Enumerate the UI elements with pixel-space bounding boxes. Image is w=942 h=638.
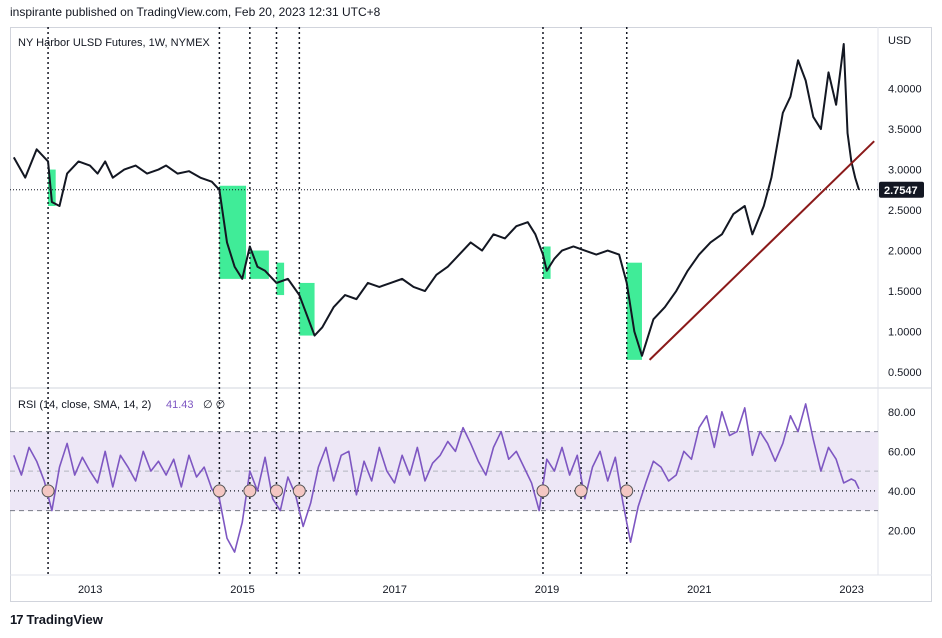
rsi-series-line[interactable] [13, 403, 860, 553]
highlight-box-1[interactable] [219, 185, 247, 279]
price-axis-tick-3: 2.0000 [888, 246, 922, 258]
tradingview-brand[interactable]: 17 TradingView [10, 612, 103, 627]
price-axis-tick-5: 3.0000 [888, 165, 922, 177]
price-axis-tick-0: 0.5000 [888, 367, 922, 379]
publish-info: inspirante published on TradingView.com,… [10, 5, 381, 19]
rsi-marker-0[interactable] [41, 484, 55, 498]
price-legend-title: NY Harbor ULSD Futures, 1W, NYMEX [18, 37, 210, 49]
tradingview-logo-icon: 17 [10, 612, 24, 627]
rsi-axis-tick-2: 60.00 [888, 446, 916, 458]
rsi-axis-tick-0: 20.00 [888, 525, 916, 537]
price-axis-tick-7: 4.0000 [888, 84, 922, 96]
trendline[interactable] [648, 140, 875, 361]
last-price-badge [879, 181, 924, 198]
last-price-label: 2.7547 [884, 185, 918, 197]
rsi-axis-tick-1: 40.00 [888, 486, 916, 498]
time-axis-tick-3: 2019 [535, 584, 559, 596]
rsi-marker-2[interactable] [243, 484, 257, 498]
chart-frame [10, 27, 932, 602]
time-axis-tick-0: 2013 [78, 584, 102, 596]
time-axis-tick-2: 2017 [383, 584, 407, 596]
price-axis-tick-1: 1.0000 [888, 327, 922, 339]
price-series-line[interactable] [12, 43, 860, 357]
rsi-marker-4[interactable] [292, 484, 306, 498]
highlight-box-0[interactable] [48, 169, 56, 206]
time-axis-tick-5: 2023 [839, 584, 863, 596]
price-axis-tick-2: 1.5000 [888, 286, 922, 298]
rsi-legend-status: ∅ ∅ [203, 399, 225, 411]
time-axis-tick-1: 2015 [230, 584, 254, 596]
highlight-box-3[interactable] [276, 262, 285, 296]
price-axis-tick-4: 2.5000 [888, 205, 922, 217]
highlight-box-5[interactable] [542, 246, 551, 279]
brand-label: TradingView [26, 612, 103, 627]
rsi-legend-value: 41.43 [166, 399, 194, 411]
time-axis-tick-4: 2021 [687, 584, 711, 596]
highlight-box-6[interactable] [626, 262, 642, 360]
rsi-marker-1[interactable] [212, 484, 226, 498]
rsi-marker-6[interactable] [574, 484, 588, 498]
rsi-marker-7[interactable] [620, 484, 634, 498]
rsi-axis-tick-3: 80.00 [888, 407, 916, 419]
price-axis-unit: USD [888, 35, 911, 47]
rsi-marker-3[interactable] [269, 484, 283, 498]
rsi-marker-5[interactable] [536, 484, 550, 498]
rsi-legend-title: RSI (14, close, SMA, 14, 2) [18, 399, 151, 411]
price-axis-tick-6: 3.5000 [888, 124, 922, 136]
highlight-box-4[interactable] [299, 282, 315, 336]
